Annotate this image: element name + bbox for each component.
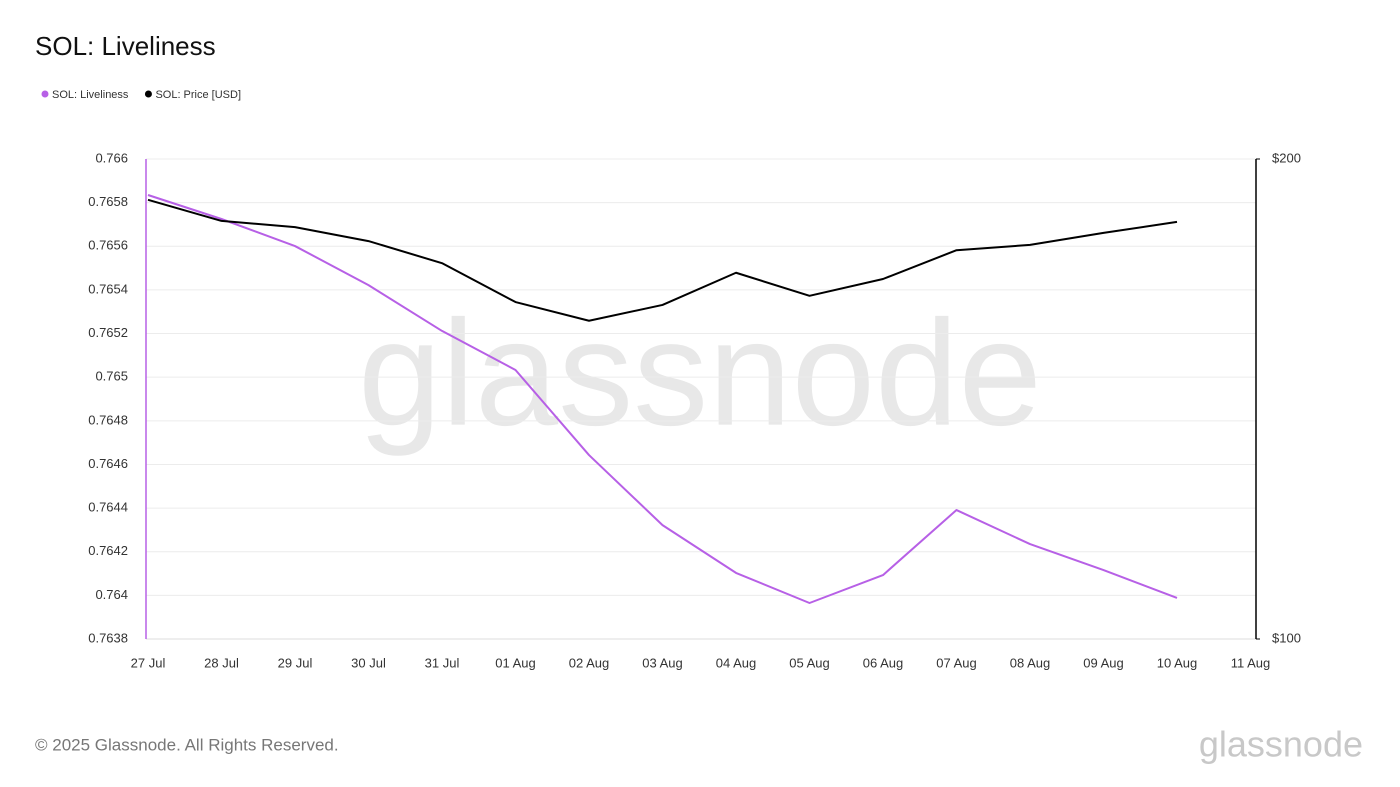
legend-label: SOL: Price [USD] <box>155 89 241 101</box>
y-tick-label: 0.766 <box>95 150 128 165</box>
x-tick-label: 09 Aug <box>1083 655 1124 670</box>
y-tick-label: 0.7656 <box>88 238 128 253</box>
y2-tick-label: $100 <box>1272 630 1301 645</box>
x-tick-label: 04 Aug <box>716 655 757 670</box>
y-tick-label: 0.7638 <box>88 630 128 645</box>
series-line <box>147 194 1178 604</box>
x-tick-label: 27 Jul <box>131 655 166 670</box>
x-tick-label: 08 Aug <box>1010 655 1051 670</box>
y-tick-label: 0.7654 <box>88 281 128 296</box>
x-tick-label: 11 Aug <box>1231 655 1271 670</box>
logo: glassnode <box>1199 724 1363 765</box>
x-tick-label: 31 Jul <box>425 655 460 670</box>
y-tick-label: 0.7642 <box>88 543 128 558</box>
x-tick-label: 03 Aug <box>642 655 683 670</box>
y-tick-label: 0.7644 <box>88 500 128 515</box>
x-tick-label: 06 Aug <box>863 655 904 670</box>
x-tick-label: 30 Jul <box>351 655 386 670</box>
x-tick-label: 28 Jul <box>204 655 239 670</box>
x-tick-label: 01 Aug <box>495 655 536 670</box>
y-tick-label: 0.7658 <box>88 194 128 209</box>
y-tick-label: 0.765 <box>95 369 128 384</box>
footer: © 2025 Glassnode. All Rights Reserved. <box>35 735 339 754</box>
legend-marker <box>41 90 49 98</box>
y-tick-label: 0.7648 <box>88 412 128 427</box>
y2-tick-label: $200 <box>1272 150 1301 165</box>
series-line <box>147 198 1178 322</box>
x-tick-label: 02 Aug <box>569 655 610 670</box>
x-tick-label: 05 Aug <box>789 655 830 670</box>
legend-marker <box>144 90 152 98</box>
y-tick-label: 0.764 <box>95 587 128 602</box>
watermark: glassnode <box>358 289 1042 457</box>
legend-label: SOL: Liveliness <box>52 89 129 101</box>
chart-title: SOL: Liveliness <box>35 31 216 61</box>
x-tick-label: 29 Jul <box>278 655 313 670</box>
x-tick-label: 10 Aug <box>1157 655 1198 670</box>
x-tick-label: 07 Aug <box>936 655 977 670</box>
y-tick-label: 0.7652 <box>88 325 128 340</box>
y-tick-label: 0.7646 <box>88 456 128 471</box>
